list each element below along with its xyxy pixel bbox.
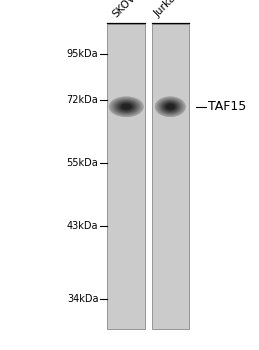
Ellipse shape (163, 102, 178, 112)
Ellipse shape (160, 99, 181, 114)
Ellipse shape (157, 98, 183, 116)
Ellipse shape (167, 104, 174, 109)
Ellipse shape (123, 105, 129, 108)
Ellipse shape (161, 100, 180, 113)
Ellipse shape (113, 99, 140, 115)
Ellipse shape (115, 100, 137, 113)
Ellipse shape (159, 99, 182, 114)
Ellipse shape (122, 104, 130, 109)
Text: 43kDa: 43kDa (67, 221, 98, 231)
Ellipse shape (112, 98, 141, 115)
Ellipse shape (111, 98, 142, 116)
Ellipse shape (118, 102, 134, 111)
Ellipse shape (169, 106, 171, 107)
Bar (152, 25, 189, 329)
Ellipse shape (125, 106, 128, 107)
Ellipse shape (166, 104, 174, 109)
Text: 34kDa: 34kDa (67, 294, 98, 304)
Ellipse shape (156, 97, 184, 116)
Ellipse shape (120, 103, 132, 110)
Ellipse shape (162, 101, 179, 112)
Ellipse shape (110, 97, 142, 116)
Text: 55kDa: 55kDa (67, 158, 98, 168)
Text: Jurkat: Jurkat (153, 0, 182, 19)
Ellipse shape (116, 100, 137, 113)
Ellipse shape (113, 99, 139, 114)
Ellipse shape (124, 105, 128, 108)
Bar (107, 25, 145, 329)
Ellipse shape (122, 104, 131, 109)
Ellipse shape (169, 106, 172, 108)
Ellipse shape (109, 96, 144, 117)
Ellipse shape (168, 105, 172, 108)
Ellipse shape (116, 101, 136, 113)
Ellipse shape (121, 104, 132, 110)
Text: TAF15: TAF15 (208, 100, 247, 113)
Text: 72kDa: 72kDa (67, 95, 98, 105)
Ellipse shape (109, 97, 143, 117)
Ellipse shape (166, 104, 175, 110)
Ellipse shape (155, 96, 186, 117)
Ellipse shape (161, 101, 179, 113)
Ellipse shape (120, 103, 133, 111)
Ellipse shape (164, 103, 177, 111)
Ellipse shape (120, 103, 132, 110)
Ellipse shape (157, 98, 184, 116)
Ellipse shape (162, 101, 178, 112)
Ellipse shape (124, 105, 129, 108)
Ellipse shape (164, 102, 177, 111)
Ellipse shape (110, 97, 143, 117)
Ellipse shape (156, 97, 185, 116)
Ellipse shape (168, 105, 172, 108)
Ellipse shape (119, 102, 134, 111)
Ellipse shape (170, 106, 171, 107)
Ellipse shape (158, 99, 182, 115)
Ellipse shape (117, 101, 135, 112)
Ellipse shape (119, 103, 133, 111)
Ellipse shape (110, 97, 142, 116)
Ellipse shape (113, 99, 139, 114)
Ellipse shape (155, 97, 185, 117)
Text: SKOV3: SKOV3 (111, 0, 142, 19)
Text: 95kDa: 95kDa (67, 49, 98, 59)
Ellipse shape (161, 100, 180, 113)
Ellipse shape (118, 102, 135, 112)
Ellipse shape (115, 100, 138, 113)
Ellipse shape (168, 105, 173, 108)
Ellipse shape (125, 106, 128, 108)
Ellipse shape (159, 99, 182, 114)
Ellipse shape (158, 98, 183, 115)
Ellipse shape (117, 101, 136, 112)
Ellipse shape (164, 103, 176, 111)
Ellipse shape (163, 102, 178, 112)
Ellipse shape (155, 97, 185, 117)
Ellipse shape (160, 100, 181, 114)
Ellipse shape (114, 100, 138, 114)
Ellipse shape (114, 99, 139, 114)
Ellipse shape (163, 102, 177, 111)
Ellipse shape (111, 98, 141, 116)
Ellipse shape (123, 105, 130, 109)
Ellipse shape (165, 103, 175, 110)
Ellipse shape (112, 98, 140, 115)
Ellipse shape (118, 102, 135, 112)
Ellipse shape (160, 100, 180, 113)
Ellipse shape (126, 106, 127, 107)
Ellipse shape (166, 104, 175, 110)
Ellipse shape (165, 103, 176, 110)
Ellipse shape (121, 104, 131, 110)
Ellipse shape (125, 106, 127, 107)
Ellipse shape (157, 98, 183, 115)
Ellipse shape (167, 105, 174, 109)
Ellipse shape (170, 106, 171, 107)
